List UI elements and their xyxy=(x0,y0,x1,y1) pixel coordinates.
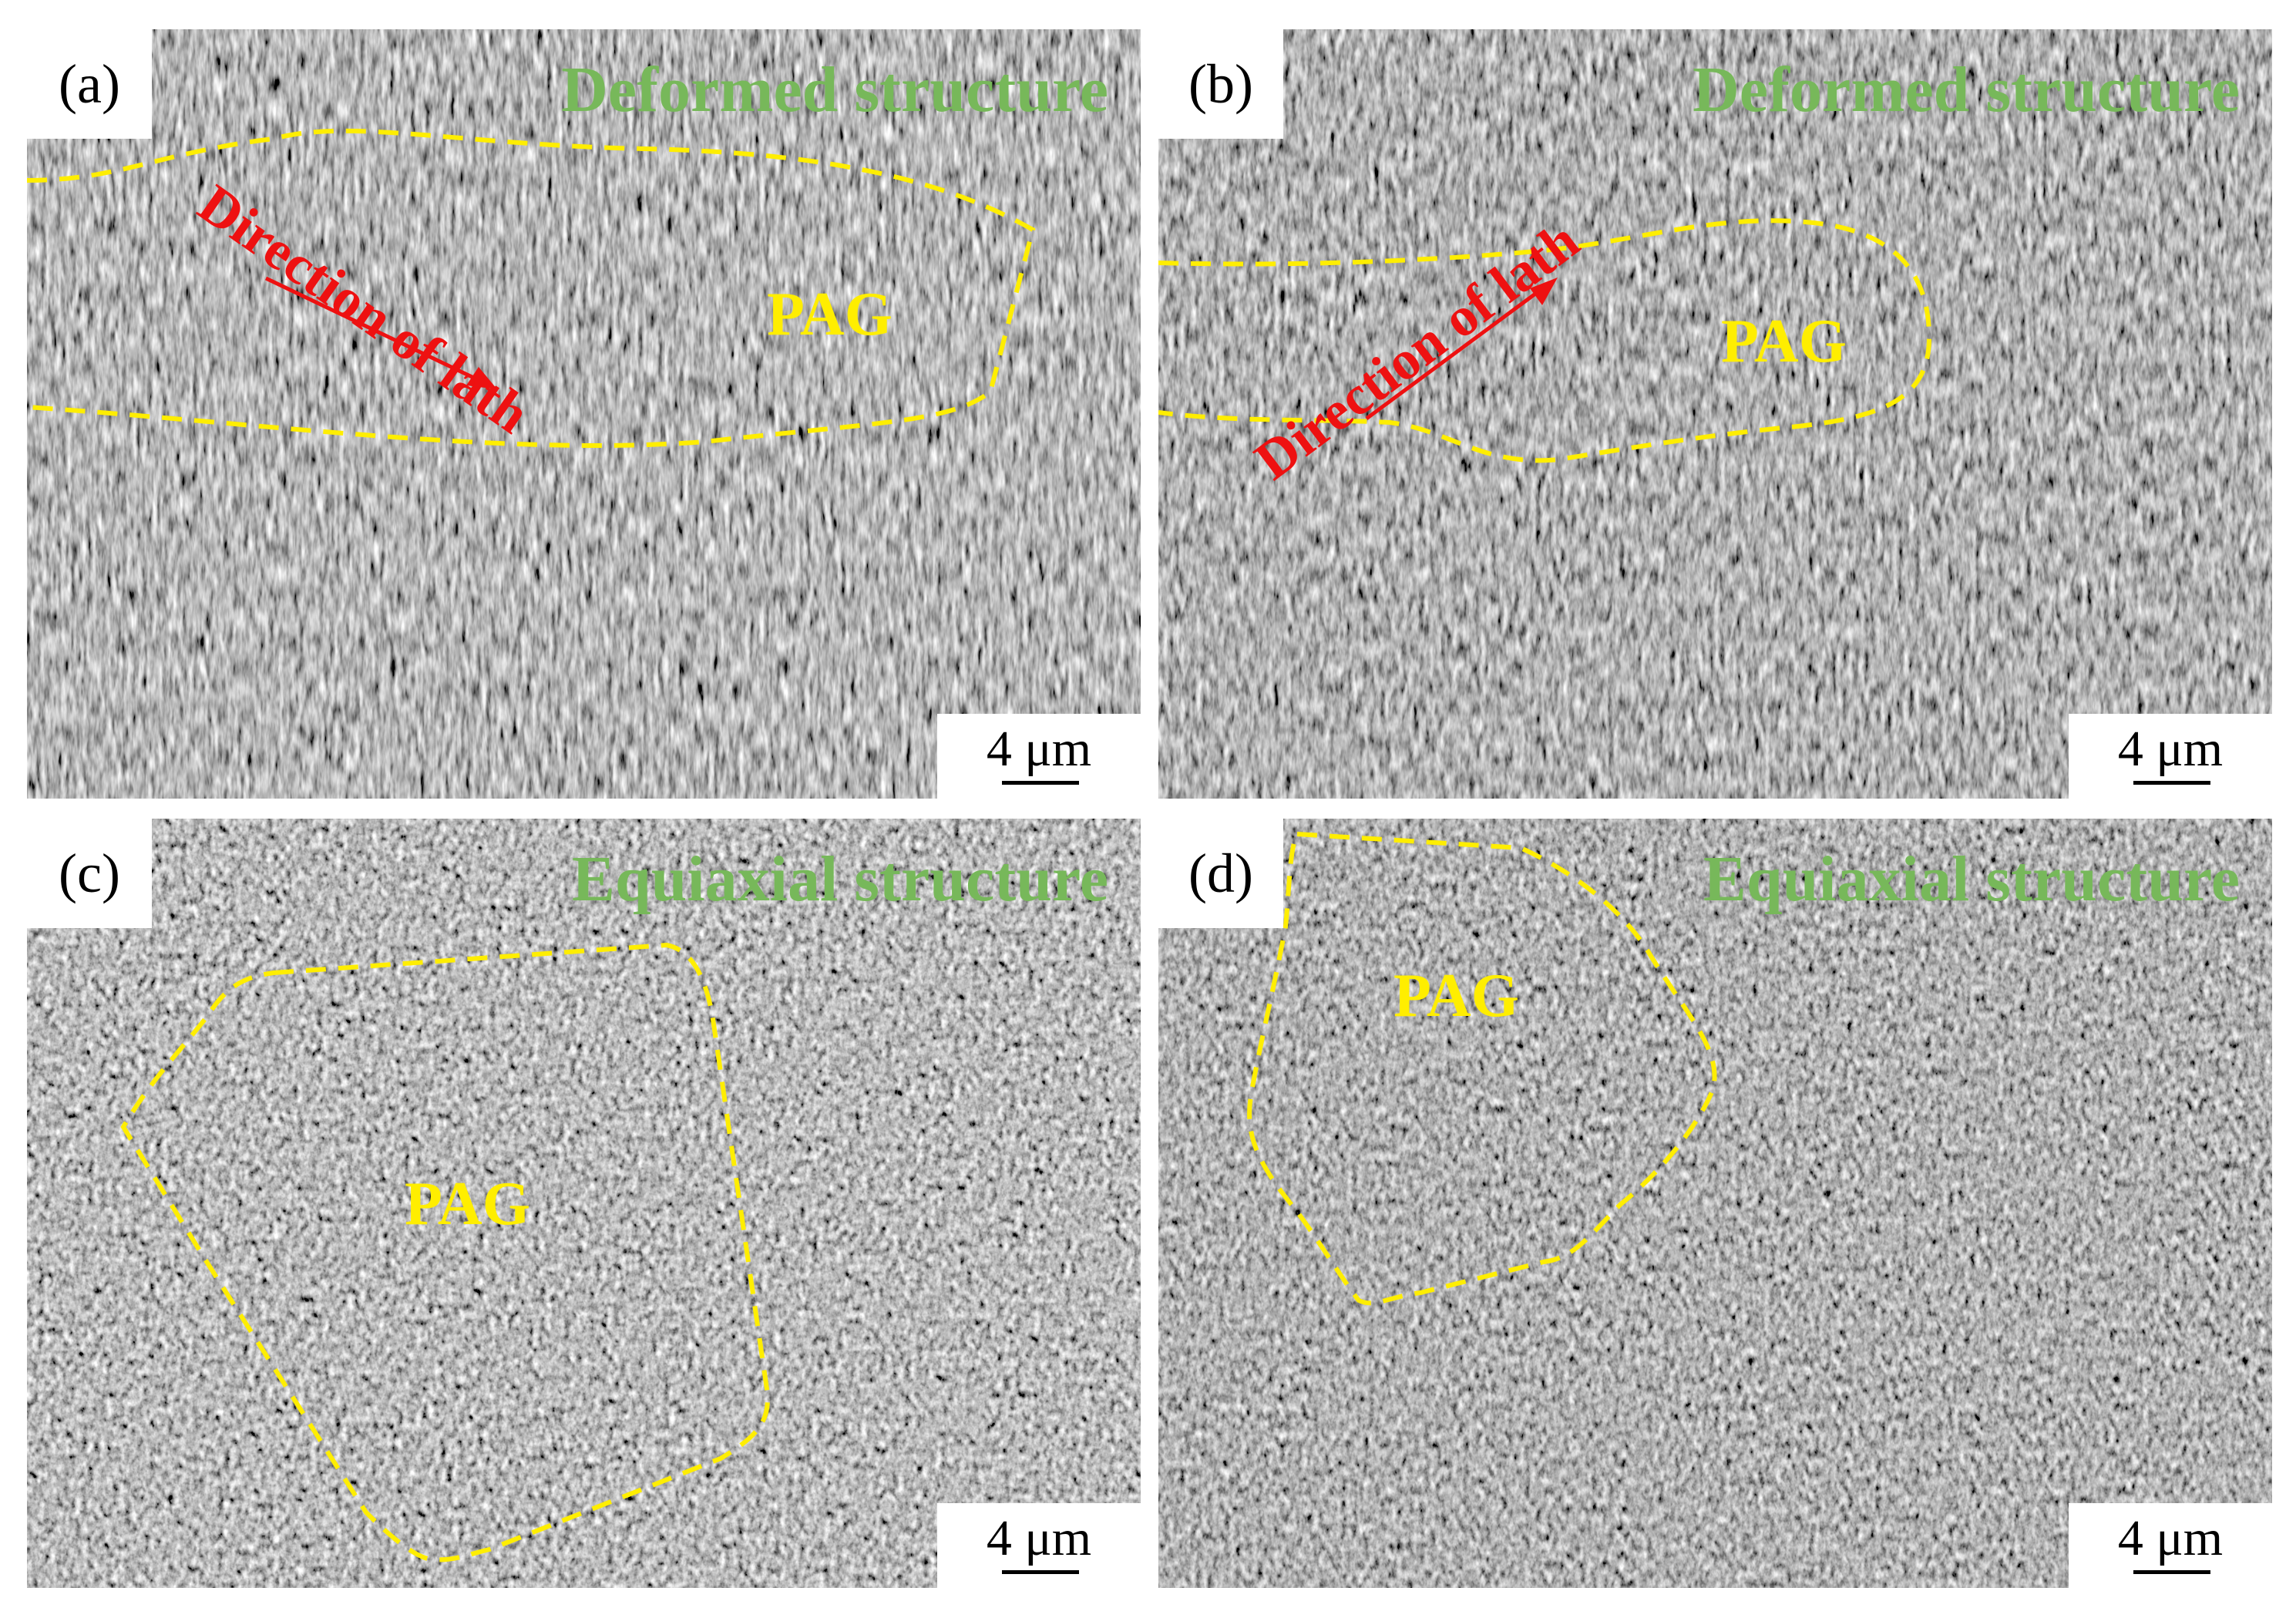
sem-micrograph xyxy=(1158,819,2272,1588)
panel-c: PAG Equiaxial structure (c) 4 μm xyxy=(27,819,1141,1588)
grain-boundary-overlay xyxy=(27,128,1036,448)
sem-micrograph xyxy=(1158,29,2272,799)
panel-a: Direction of lath PAG Deformed structure… xyxy=(27,29,1141,799)
pag-boundary xyxy=(1158,218,1932,463)
panel-title: Deformed structure xyxy=(1693,54,2240,126)
scale-bar-line xyxy=(2133,1570,2210,1574)
panel-label: (a) xyxy=(27,29,152,139)
panel-b: Direction of lath PAG Deformed structure… xyxy=(1158,29,2272,799)
scale-bar-label: 4 μm xyxy=(986,721,1092,777)
scale-bar: 4 μm xyxy=(2069,1503,2272,1588)
grain-boundary-overlay xyxy=(1158,218,1932,463)
pag-label: PAG xyxy=(1721,308,1847,375)
scale-bar: 4 μm xyxy=(2069,714,2272,799)
scale-bar-line xyxy=(2133,781,2210,785)
grain-boundary-overlay xyxy=(120,942,770,1562)
scale-bar-label: 4 μm xyxy=(2117,721,2224,777)
scale-bar-line xyxy=(1002,1570,1079,1574)
scale-bar-label: 4 μm xyxy=(986,1510,1092,1566)
direction-arrow xyxy=(264,276,497,389)
panel-label: (c) xyxy=(27,819,152,928)
panel-title: Equiaxial structure xyxy=(1703,843,2240,915)
pag-boundary xyxy=(120,942,770,1562)
panel-label: (b) xyxy=(1158,29,1283,139)
panel-d: PAG Equiaxial structure (d) 4 μm xyxy=(1158,819,2272,1588)
scale-bar: 4 μm xyxy=(937,714,1141,799)
scale-bar: 4 μm xyxy=(937,1503,1141,1588)
panel-title: Equiaxial structure xyxy=(571,843,1108,915)
scale-bar-line xyxy=(1002,781,1079,785)
sem-micrograph xyxy=(27,29,1141,799)
sem-micrograph xyxy=(27,819,1141,1588)
panel-title: Deformed structure xyxy=(561,54,1108,126)
pag-label: PAG xyxy=(405,1170,530,1238)
direction-arrow xyxy=(1365,278,1558,421)
pag-label: PAG xyxy=(1393,962,1519,1030)
pag-boundary xyxy=(27,128,1036,448)
scale-bar-label: 4 μm xyxy=(2117,1510,2224,1566)
grain-boundary-overlay xyxy=(1247,831,1717,1306)
pag-label: PAG xyxy=(767,281,893,348)
pag-boundary xyxy=(1247,831,1717,1306)
panel-label: (d) xyxy=(1158,819,1283,928)
